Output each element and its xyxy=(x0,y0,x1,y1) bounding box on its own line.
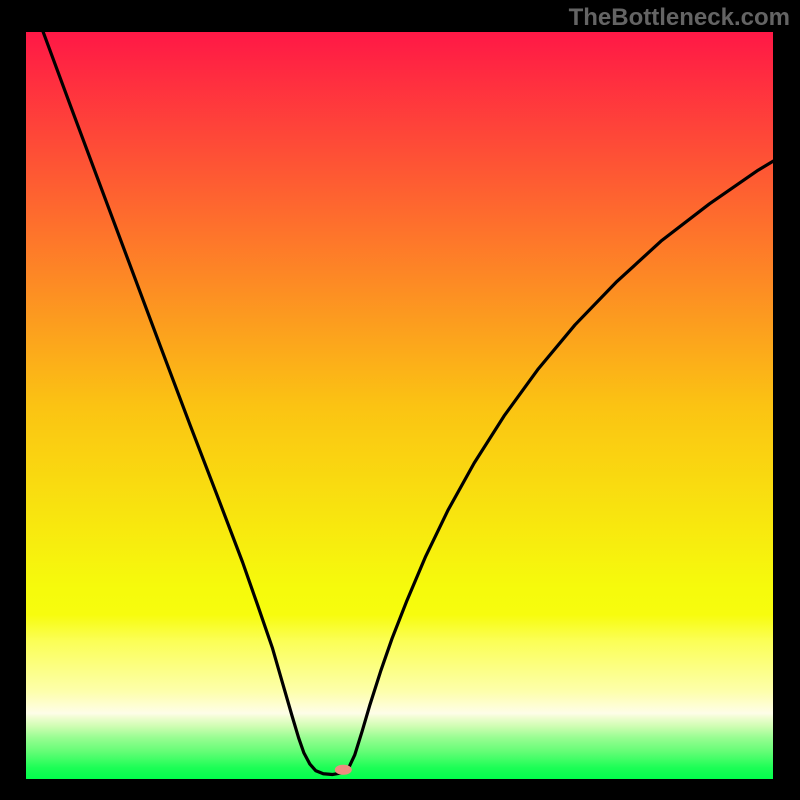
bottleneck-curve xyxy=(26,32,773,779)
plot-area xyxy=(26,32,773,779)
chart-container: TheBottleneck.com xyxy=(0,0,800,800)
curve-path xyxy=(43,32,773,775)
watermark-text: TheBottleneck.com xyxy=(569,4,790,32)
